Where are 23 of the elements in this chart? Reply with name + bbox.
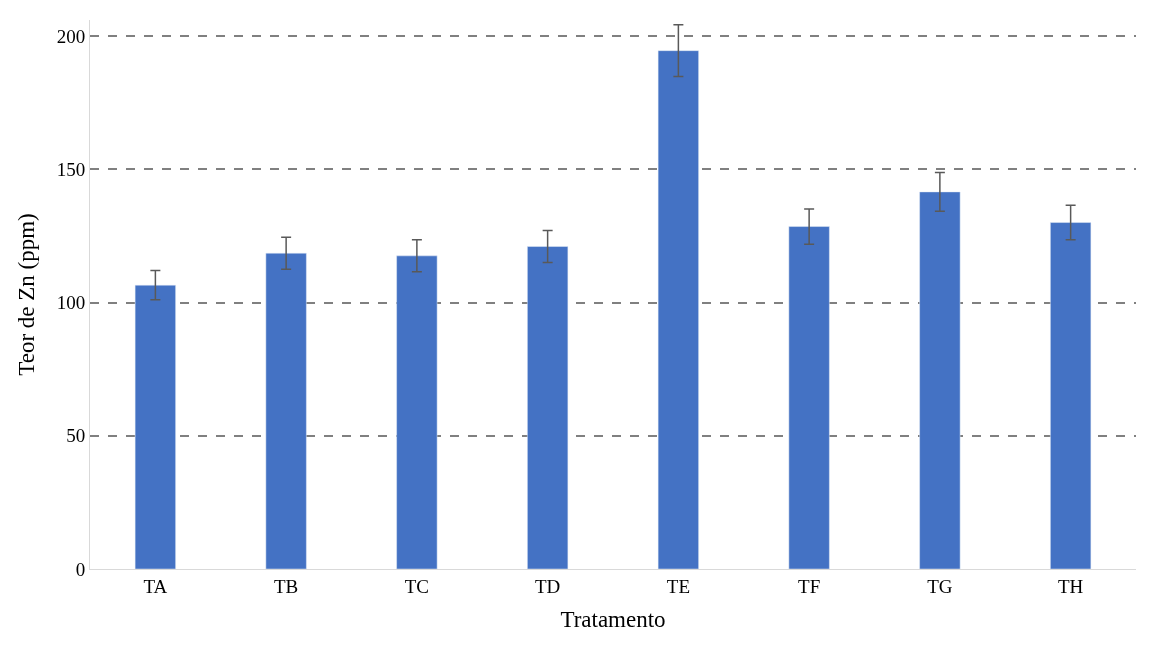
x-tick-label: TG	[927, 575, 953, 597]
y-tick-label: 0	[75, 558, 86, 580]
y-axis-title: Teor de Zn (ppm)	[14, 213, 40, 376]
x-tick-label: TF	[798, 575, 821, 597]
x-axis-title: Tratamento	[560, 607, 666, 633]
bar	[788, 226, 830, 569]
bar	[134, 284, 176, 569]
y-tick-label: 150	[56, 158, 86, 180]
x-tick-label: TE	[666, 575, 690, 597]
y-tick-label: 50	[66, 425, 86, 447]
x-tick-label: TB	[273, 575, 299, 597]
bar	[396, 255, 438, 569]
x-tick-label: TC	[404, 575, 430, 597]
x-tick-label: TA	[143, 575, 168, 597]
x-tick-label: TH	[1057, 575, 1084, 597]
bar	[527, 246, 569, 569]
y-tick-label: 100	[56, 292, 86, 314]
bar	[919, 191, 961, 569]
bar	[657, 50, 699, 569]
y-tick-label: 200	[56, 25, 86, 47]
bar	[265, 252, 307, 569]
bar	[1050, 222, 1092, 569]
x-tick-label: TD	[534, 575, 561, 597]
